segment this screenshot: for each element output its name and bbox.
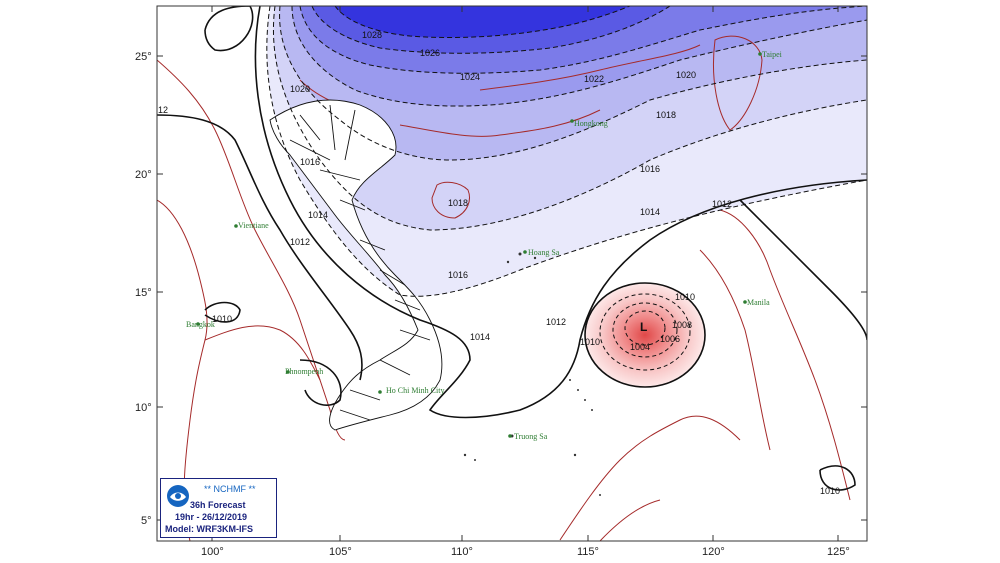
isobar-label: 1024 [460, 72, 480, 82]
isobar-label: 1010 [580, 337, 600, 347]
isobar-1006-ring [612, 302, 678, 358]
isobar-label: 12 [158, 105, 168, 115]
isobar-lines-dashed [266, 6, 867, 297]
isobar-label: 1010 [675, 292, 695, 302]
isobar-band-1028 [335, 6, 630, 38]
forecast-label: 36h Forecast [190, 500, 246, 510]
low-center-label: L [640, 320, 647, 334]
isobar-label: 1010 [212, 314, 232, 324]
city-label-manila: Manila [747, 298, 770, 307]
isobar-label: 1008 [672, 320, 692, 330]
isobar-label: 1016 [640, 164, 660, 174]
city-label-phnompenh: Phnompenh [285, 367, 323, 376]
city-label-hoang-sa: Hoang Sa [528, 248, 560, 257]
lat-ticks [157, 55, 867, 521]
city-label-ho-chi-minh-city: Ho Chi Minh City [386, 386, 444, 395]
forecast-info-box [160, 478, 277, 538]
lon-label: 115° [577, 546, 599, 558]
lon-label: 125° [827, 546, 850, 558]
lat-label: 20° [135, 169, 152, 181]
isobar-label: 1006 [660, 334, 680, 344]
isobar-label: 1014 [308, 210, 328, 220]
isobar-1010-ring [584, 282, 706, 388]
isobar-label: 1026 [420, 48, 440, 58]
isobar-label: 1020 [290, 84, 310, 94]
vietnam-provinces [269, 99, 443, 431]
isobar-label: 1014 [470, 332, 490, 342]
isobar-label: 1018 [448, 198, 468, 208]
city-label-vientiane: Vientiane [238, 221, 269, 230]
organization-label: ** NCHMF ** [204, 484, 256, 494]
isobar-label: 1022 [584, 74, 604, 84]
city-markers [196, 52, 762, 438]
isobar-label: 1020 [676, 70, 696, 80]
lat-label: 5° [141, 515, 152, 527]
lat-label: 25° [135, 51, 152, 63]
isobar-label: 1014 [640, 207, 660, 217]
lat-label: 10° [135, 402, 152, 414]
isobar-label: 1028 [362, 30, 382, 40]
city-label-hongkong: Hongkong [574, 119, 608, 128]
isobar-label: 1012 [546, 317, 566, 327]
isobar-labels: 1028 1026 1024 1022 1020 1020 1018 1018 … [158, 30, 840, 496]
lon-labels: 100° 105° 110° 115° 120° 125° [201, 546, 850, 558]
isobar-1004-ring [624, 310, 666, 346]
isobar-label: 1016 [300, 157, 320, 167]
lon-label: 105° [329, 546, 352, 558]
isobar-label: 1010 [820, 486, 840, 496]
isobar-lines-solid [157, 6, 867, 491]
lat-labels: 25° 20° 15° 10° 5° [135, 51, 152, 527]
lon-ticks [211, 6, 839, 541]
lat-label: 15° [135, 287, 152, 299]
map-border [156, 5, 868, 542]
city-label-truong-sa: Truong Sa [514, 432, 548, 441]
lon-label: 120° [702, 546, 725, 558]
city-label-taipei: Taipei [762, 50, 783, 59]
lon-label: 100° [201, 546, 224, 558]
model-label: Model: WRF3KM-IFS [165, 524, 253, 534]
isobar-label: 1012 [290, 237, 310, 247]
isobar-label: 1004 [630, 342, 650, 352]
city-labels: Taipei Hongkong Vientiane Hoang Sa Manil… [186, 50, 783, 441]
city-label-bangkok: Bangkok [186, 320, 215, 329]
lon-label: 110° [451, 546, 473, 558]
island-markers [463, 252, 601, 496]
isobar-label: 1012 [712, 199, 732, 209]
isobar-label: 1016 [448, 270, 468, 280]
isobar-1008-ring [599, 293, 691, 371]
low-pressure-area [585, 283, 705, 387]
isobar-label: 1018 [656, 110, 676, 120]
forecast-time: 19hr - 26/12/2019 [175, 512, 248, 522]
nchmf-emblem-icon [167, 485, 189, 507]
